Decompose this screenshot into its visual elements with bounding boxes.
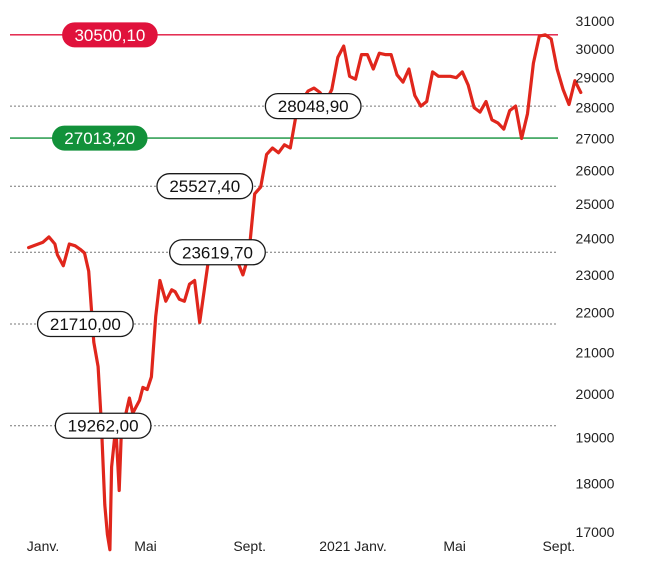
x-tick-label: Mai [443, 538, 466, 554]
reference-label-6: 19262,00 [54, 412, 152, 439]
reference-label-pill [264, 92, 362, 120]
y-tick-label: 19000 [576, 429, 615, 445]
reference-label-pill [36, 310, 134, 338]
y-tick-label: 17000 [576, 524, 615, 540]
y-tick-label: 29000 [576, 70, 615, 86]
y-tick-label: 25000 [576, 196, 615, 212]
x-tick-label: Mai [134, 538, 157, 554]
y-tick-label: 23000 [576, 267, 615, 283]
reference-label-pill [62, 22, 158, 48]
price-line [27, 33, 583, 552]
reference-label-text: 28048,90 [278, 97, 349, 116]
reference-label-text: 19262,00 [68, 417, 139, 436]
y-tick-label: 20000 [576, 386, 615, 402]
reference-label-text: 27013,20 [64, 129, 135, 148]
reference-label-pill [156, 173, 254, 200]
reference-label-4: 23619,70 [169, 239, 266, 266]
reference-label-text: 25527,40 [169, 177, 240, 196]
y-axis-ticks: 31000 30000 29000 28000 27000 26000 25000 24000… [576, 13, 615, 540]
y-tick-label: 30000 [576, 41, 615, 57]
y-tick-label: 18000 [576, 475, 615, 491]
reference-label-5: 21710,00 [36, 310, 134, 338]
reference-label-pill [169, 239, 266, 266]
y-tick-label: 22000 [576, 305, 615, 321]
y-tick-label: 24000 [576, 231, 615, 247]
y-tick-label: 26000 [576, 163, 615, 179]
x-axis-ticks: Janv. Mai Sept. 2021 Janv. Mai Sept. [27, 538, 575, 554]
reference-labels: 30500,10 28048,90 27013,20 25527,40 23619,70… [36, 22, 362, 439]
x-tick-label: Janv. [27, 538, 59, 554]
reference-label-1: 28048,90 [264, 92, 362, 120]
y-tick-label: 27000 [576, 131, 615, 147]
reference-label-pill [54, 412, 152, 439]
x-tick-label: Sept. [542, 538, 575, 554]
y-tick-label: 21000 [576, 344, 615, 360]
reference-label-2: 27013,20 [51, 125, 148, 151]
reference-label-pill [51, 125, 148, 151]
reference-label-text: 30500,10 [74, 26, 145, 45]
x-tick-label: 2021 Janv. [319, 538, 386, 554]
reference-label-text: 21710,00 [50, 315, 121, 334]
y-tick-label: 31000 [576, 13, 615, 29]
reference-label-0: 30500,10 [62, 22, 158, 48]
price-line-layer [27, 33, 583, 552]
x-tick-label: Sept. [233, 538, 266, 554]
y-tick-label: 28000 [576, 100, 615, 116]
reference-label-3: 25527,40 [156, 173, 254, 200]
reference-label-text: 23619,70 [182, 243, 253, 262]
